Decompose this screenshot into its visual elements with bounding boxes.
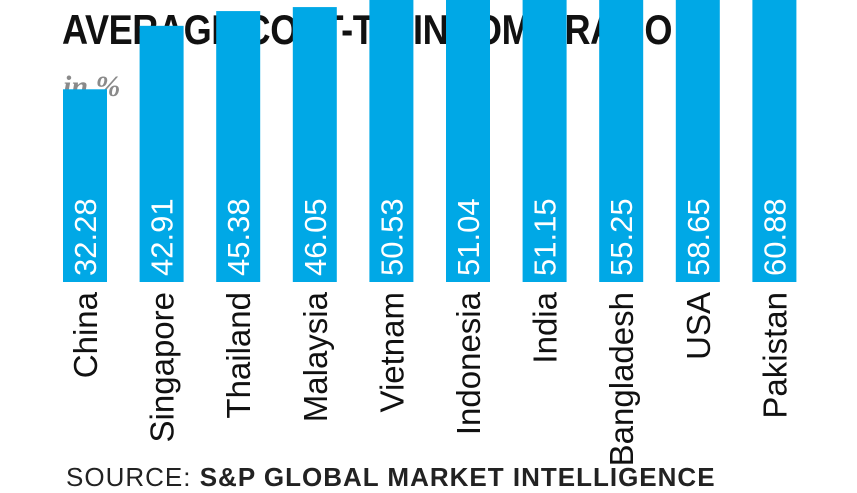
bar-china	[63, 89, 107, 283]
source-name: S&P GLOBAL MARKET INTELLIGENCE	[199, 462, 716, 492]
bar-value-label: 42.91	[145, 198, 180, 276]
bar-bangladesh	[599, 0, 644, 282]
bar-pakistan	[752, 0, 797, 283]
bar-value-label: 55.25	[604, 198, 639, 276]
bar-value-label: 50.53	[374, 198, 409, 276]
category-label-china: China	[67, 291, 104, 378]
category-label-bangladesh: Bangladesh	[603, 292, 640, 466]
bar-value-label: 32.28	[68, 198, 103, 276]
bar-value-label: 51.04	[451, 198, 486, 276]
source-prefix: SOURCE:	[66, 462, 192, 492]
bars-group: 32.28 42.91 45.38 46.05 50.53 51.04 51.15 55.25…	[63, 0, 797, 283]
category-label-india: India	[527, 291, 564, 363]
source-note: SOURCE: S&P GLOBAL MARKET INTELLIGENCE	[66, 462, 716, 493]
category-label-vietnam: Vietnam	[373, 292, 410, 412]
bar-indonesia	[446, 0, 490, 283]
category-label-singapore: Singapore	[144, 292, 181, 442]
bar-malaysia	[292, 7, 337, 282]
category-label-indonesia: Indonesia	[450, 291, 487, 435]
category-label-pakistan: Pakistan	[756, 292, 793, 419]
bar-value-label: 51.15	[528, 198, 563, 276]
bar-value-label: 60.88	[757, 198, 792, 276]
category-label-usa: USA	[680, 292, 717, 360]
bar-india	[522, 0, 567, 283]
category-labels-group: China Singapore Thailand Malaysia Vietnam Ind…	[67, 291, 793, 466]
bar-thailand	[216, 11, 261, 283]
bar-vietnam	[369, 0, 414, 282]
bar-value-label: 46.05	[298, 198, 333, 276]
category-label-thailand: Thailand	[220, 292, 257, 419]
bar-value-label: 45.38	[221, 198, 256, 276]
bar-singapore	[139, 25, 184, 282]
bar-usa	[675, 0, 720, 282]
bar-chart: 32.28 42.91 45.38 46.05 50.53 51.04 51.15 55.25…	[63, 0, 797, 466]
category-label-malaysia: Malaysia	[297, 291, 334, 422]
bar-value-label: 58.65	[681, 198, 716, 276]
